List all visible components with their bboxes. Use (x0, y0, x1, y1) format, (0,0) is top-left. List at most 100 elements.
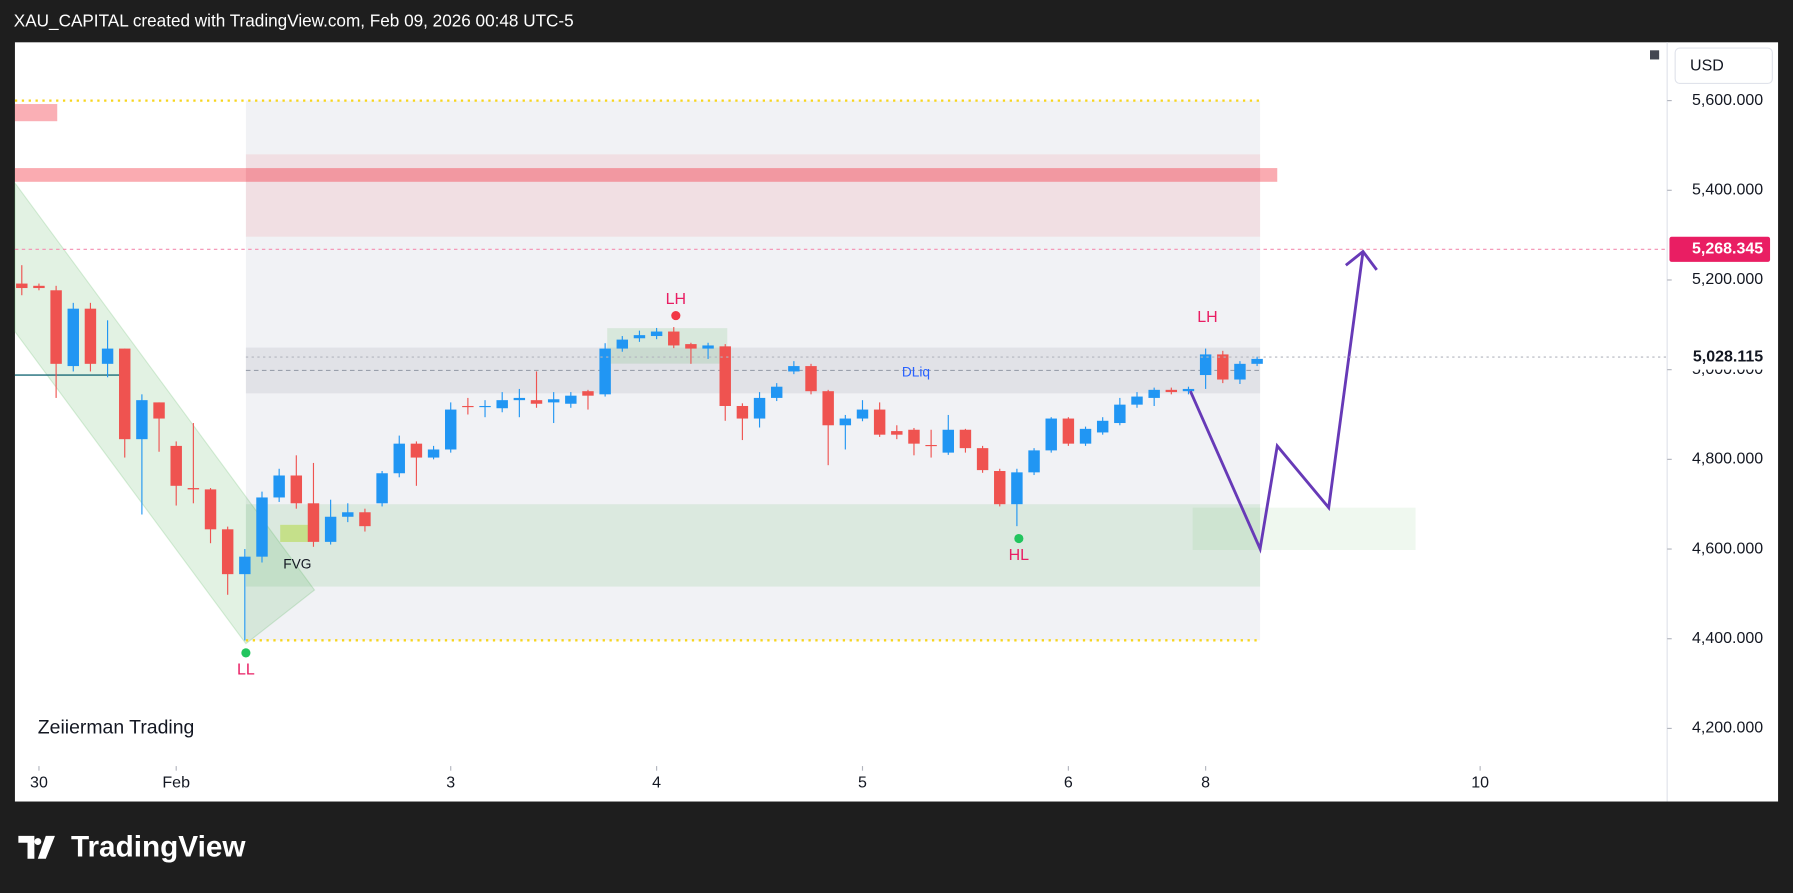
candle-body (221, 529, 234, 575)
candle-body (994, 471, 1006, 505)
x-tick-label: 6 (1064, 774, 1073, 791)
swing-dot (1014, 533, 1024, 544)
candle-body (16, 283, 28, 289)
annotation: LH (666, 291, 686, 308)
brand: TradingView (71, 830, 246, 863)
currency: USD (1690, 58, 1724, 75)
candle-body (788, 366, 800, 372)
candle-body (479, 405, 491, 408)
annotation: HL (1009, 547, 1030, 564)
arrow-head (1344, 249, 1378, 271)
watermark: Zeiierman Trading (38, 716, 195, 738)
candle-body (547, 399, 560, 403)
x-tick-label: 10 (1471, 774, 1489, 791)
currency-box (1674, 47, 1773, 85)
candle-body (1096, 420, 1109, 433)
candle-body (256, 497, 268, 557)
candle-body (170, 445, 182, 486)
candle-body (50, 290, 62, 364)
demand-zone (245, 504, 1261, 587)
candle-body (719, 346, 731, 406)
candle-body (873, 409, 886, 435)
candle-body (976, 448, 989, 471)
candle-body (1148, 389, 1160, 398)
candle-body (101, 348, 114, 364)
candle-body (685, 344, 697, 349)
candle-body (359, 512, 371, 527)
icon (1650, 50, 1660, 60)
candle-body (702, 345, 714, 349)
last-price-box (1671, 344, 1773, 370)
candle-body (582, 391, 594, 396)
candle-body (908, 429, 920, 444)
candle-body (496, 400, 508, 409)
x-tick-label: 4 (652, 774, 661, 791)
candle-body (736, 405, 749, 419)
candle-body (891, 431, 903, 435)
candle-body (668, 331, 680, 346)
swing-dot (671, 311, 681, 321)
candle-body (1062, 418, 1075, 444)
candle-body (153, 402, 165, 419)
candle-body (1234, 363, 1246, 380)
candle-body (565, 395, 577, 404)
y-tick-label: 4,200.000 (1692, 720, 1763, 737)
candle-body (1028, 450, 1040, 473)
annotation: FVG (283, 556, 311, 571)
candle-body (445, 409, 457, 450)
header-title: XAU_CAPITAL created with TradingView.com… (14, 10, 574, 30)
resistance-tag (14, 104, 58, 122)
x-tick-label: 5 (858, 774, 867, 791)
candle-body (1131, 396, 1143, 405)
candle-body (513, 397, 526, 401)
candle-body (959, 429, 972, 449)
axes: 4,200.0004,400.0004,600.0004,800.0005,00… (14, 92, 1773, 791)
candle-body (805, 366, 817, 392)
y-tick-label: 4,400.000 (1692, 630, 1763, 647)
x-tick-label: 8 (1201, 774, 1210, 791)
candle-body (650, 331, 663, 337)
candle-body (856, 409, 869, 419)
candle-body (393, 443, 405, 474)
candle-body (204, 489, 217, 530)
candles (16, 265, 1263, 641)
candle-body (1011, 472, 1023, 505)
candle-body (187, 488, 200, 490)
candle-body (616, 339, 629, 349)
last-price-label: 5,028.115 (1693, 348, 1763, 365)
projection-path (1189, 251, 1365, 554)
y-tick-label: 5,600.000 (1692, 92, 1763, 109)
current-price-box (1669, 236, 1771, 262)
candle-body (822, 391, 834, 426)
candle-body (427, 449, 440, 458)
candle-body (839, 418, 852, 426)
candle-body (273, 475, 285, 498)
candle-body (290, 475, 303, 504)
candle-body (942, 429, 954, 453)
x-tick-label: 30 (30, 774, 48, 791)
candle-body (1251, 358, 1263, 364)
resistance-band (14, 168, 1278, 182)
candle-body (307, 503, 320, 542)
current-price-label: 5,268.345 (1692, 241, 1763, 258)
candle-body (1217, 354, 1229, 380)
annotation: LL (237, 661, 255, 678)
x-tick-label: 3 (446, 774, 455, 791)
swing-dot (241, 648, 251, 658)
candle-body (599, 348, 611, 395)
logo (18, 835, 55, 859)
y-tick-label: 5,400.000 (1692, 182, 1763, 199)
candle-body (1045, 418, 1057, 451)
candle-body (530, 400, 543, 404)
annotation: LH (1197, 309, 1217, 326)
candle-body (33, 285, 45, 289)
candle-body (342, 512, 354, 517)
candle-body (136, 400, 148, 440)
candle-body (1182, 388, 1195, 392)
annotation: DLiq (902, 364, 930, 379)
supply-zone (245, 154, 1261, 237)
candle-body (925, 445, 937, 447)
fvg-box (280, 524, 309, 542)
